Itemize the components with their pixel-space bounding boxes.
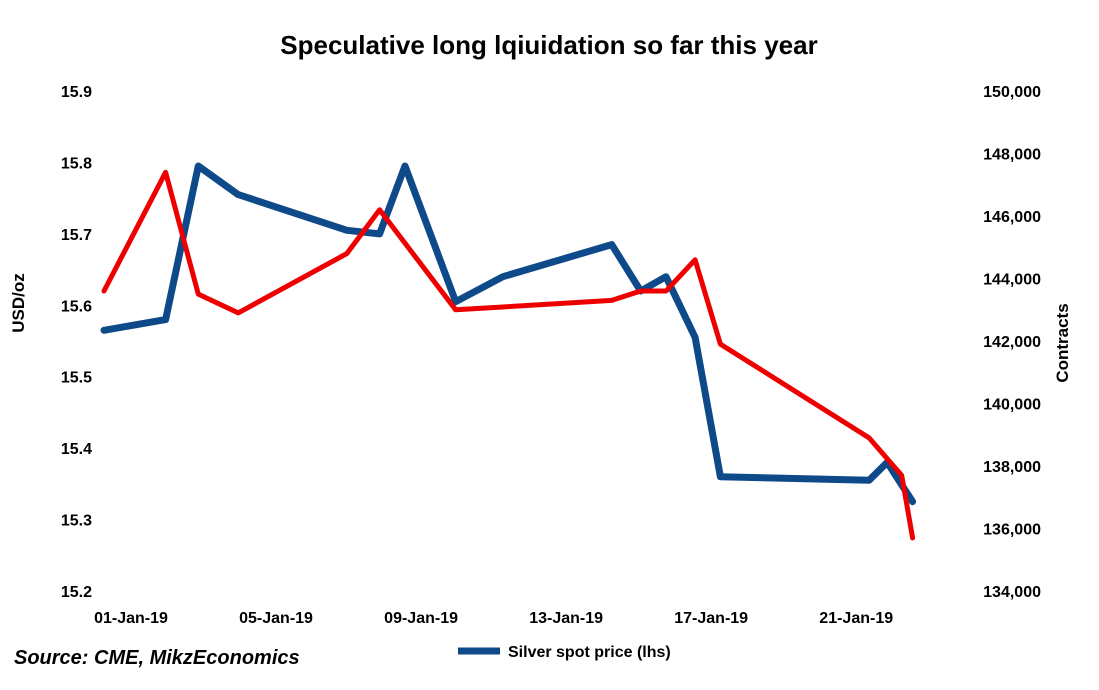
x-tick-3: 13-Jan-19 [529, 610, 603, 627]
x-tick-5: 21-Jan-19 [819, 610, 893, 627]
series-line-1 [101, 169, 916, 541]
source-note: Source: CME, MikzEconomics [14, 647, 300, 669]
x-tick-1: 05-Jan-19 [239, 610, 313, 627]
series-line-0 [100, 162, 917, 506]
y-axis-right-ticks: 134,000 136,000 138,000 140,000 142,000 144,0… [983, 84, 1041, 601]
y-left-tick-3: 15.5 [61, 370, 92, 387]
legend: Silver spot price (lhs) [458, 644, 671, 661]
y-axis-left-ticks: 15.2 15.3 15.4 15.5 15.6 15.7 15.8 15.9 [61, 84, 92, 601]
x-axis-ticks: 01-Jan-19 05-Jan-19 09-Jan-19 13-Jan-19 17-J… [94, 610, 893, 627]
y-axis-left-title: USD/oz [9, 273, 28, 333]
y-left-tick-0: 15.2 [61, 584, 92, 601]
y-right-tick-4: 142,000 [983, 334, 1041, 351]
series-layer [100, 162, 917, 541]
y-right-tick-7: 148,000 [983, 147, 1041, 164]
y-right-tick-6: 146,000 [983, 209, 1041, 226]
y-right-tick-2: 138,000 [983, 459, 1041, 476]
y-right-tick-0: 134,000 [983, 584, 1041, 601]
y-left-tick-5: 15.7 [61, 227, 92, 244]
y-left-tick-1: 15.3 [61, 513, 92, 530]
y-right-tick-5: 144,000 [983, 272, 1041, 289]
x-tick-4: 17-Jan-19 [674, 610, 748, 627]
y-right-tick-8: 150,000 [983, 84, 1041, 101]
y-right-tick-1: 136,000 [983, 522, 1041, 539]
y-left-tick-7: 15.9 [61, 84, 92, 101]
y-left-tick-6: 15.8 [61, 155, 92, 172]
x-tick-2: 09-Jan-19 [384, 610, 458, 627]
x-tick-0: 01-Jan-19 [94, 610, 168, 627]
y-left-tick-2: 15.4 [61, 441, 92, 458]
chart-title: Speculative long lqiuidation so far this… [280, 30, 817, 60]
y-left-tick-4: 15.6 [61, 298, 92, 315]
legend-label-silver: Silver spot price (lhs) [508, 644, 671, 661]
y-right-tick-3: 140,000 [983, 397, 1041, 414]
y-axis-right-title: Contracts [1053, 303, 1072, 382]
